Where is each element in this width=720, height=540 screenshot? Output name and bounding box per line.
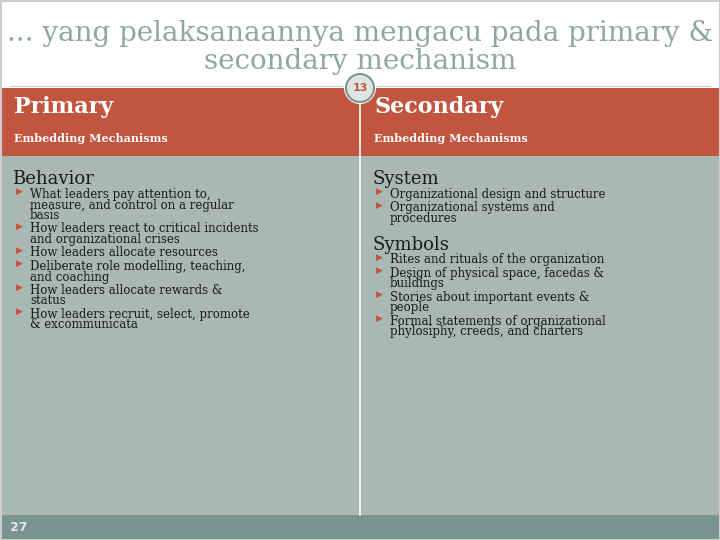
Text: ▶: ▶: [16, 259, 23, 268]
Text: ▶: ▶: [376, 200, 383, 210]
Text: status: status: [30, 294, 66, 307]
Text: ▶: ▶: [16, 307, 23, 316]
Text: Design of physical space, facedas &: Design of physical space, facedas &: [390, 267, 604, 280]
Text: ▶: ▶: [16, 246, 23, 254]
Text: people: people: [390, 301, 430, 314]
Text: ▶: ▶: [16, 283, 23, 292]
Text: ▶: ▶: [376, 290, 383, 299]
Text: & excommunicata: & excommunicata: [30, 319, 138, 332]
Text: How leaders recruit, select, promote: How leaders recruit, select, promote: [30, 308, 250, 321]
Text: ▶: ▶: [16, 221, 23, 231]
Text: Primary: Primary: [14, 96, 113, 118]
Text: How leaders allocate rewards &: How leaders allocate rewards &: [30, 284, 222, 297]
Text: and coaching: and coaching: [30, 271, 109, 284]
Text: Embedding Mechanisms: Embedding Mechanisms: [374, 133, 528, 145]
Text: How leaders react to critical incidents: How leaders react to critical incidents: [30, 222, 258, 235]
Bar: [0, 515, 720, 540]
Text: 13: 13: [352, 83, 368, 93]
Text: buildings: buildings: [390, 278, 445, 291]
Text: Rites and rituals of the organization: Rites and rituals of the organization: [390, 253, 604, 267]
Text: Organizational design and structure: Organizational design and structure: [390, 188, 606, 201]
Circle shape: [346, 74, 374, 102]
Text: ▶: ▶: [376, 266, 383, 275]
Text: procedures: procedures: [390, 212, 458, 225]
Text: Deliberate role modelling, teaching,: Deliberate role modelling, teaching,: [30, 260, 246, 273]
Text: Symbols: Symbols: [372, 235, 449, 253]
Text: Secondary: Secondary: [374, 96, 503, 118]
Text: System: System: [372, 170, 438, 188]
Text: phylosiphy, creeds, and charters: phylosiphy, creeds, and charters: [390, 326, 583, 339]
Text: 27: 27: [10, 521, 27, 534]
Text: ▶: ▶: [376, 314, 383, 323]
Text: measure, and control on a regular: measure, and control on a regular: [30, 199, 234, 212]
Text: Behavior: Behavior: [12, 170, 94, 188]
Text: Organizational systems and: Organizational systems and: [390, 201, 554, 214]
Bar: [0, 0, 720, 88]
Text: ▶: ▶: [376, 253, 383, 261]
Text: ... yang pelaksanaannya mengacu pada primary &: ... yang pelaksanaannya mengacu pada pri…: [7, 20, 713, 47]
Bar: [0, 88, 720, 156]
Text: Formal statements of organizational: Formal statements of organizational: [390, 315, 606, 328]
Text: ▶: ▶: [16, 187, 23, 196]
Text: ▶: ▶: [376, 187, 383, 196]
Text: Embedding Mechanisms: Embedding Mechanisms: [14, 133, 168, 145]
Text: basis: basis: [30, 209, 60, 222]
Text: How leaders allocate resources: How leaders allocate resources: [30, 246, 218, 260]
Bar: [0, 156, 720, 515]
Text: secondary mechanism: secondary mechanism: [204, 48, 516, 75]
Text: Stories about important events &: Stories about important events &: [390, 291, 590, 304]
Text: and organizational crises: and organizational crises: [30, 233, 180, 246]
Circle shape: [344, 72, 376, 104]
Text: What leaders pay attention to,: What leaders pay attention to,: [30, 188, 211, 201]
